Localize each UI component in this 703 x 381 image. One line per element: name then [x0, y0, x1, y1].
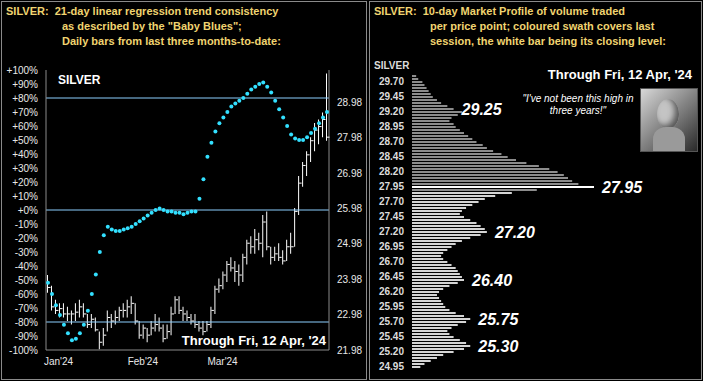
svg-text:28.45: 28.45 — [379, 151, 404, 162]
svg-text:-60%: -60% — [15, 289, 38, 300]
svg-text:27.70: 27.70 — [379, 196, 404, 207]
svg-text:25.20: 25.20 — [379, 346, 404, 357]
svg-text:29.45: 29.45 — [379, 91, 404, 102]
svg-text:26.95: 26.95 — [379, 241, 404, 252]
svg-text:-40%: -40% — [15, 261, 38, 272]
svg-text:29.25: 29.25 — [461, 101, 503, 118]
html-text:SILVER: SILVER — [374, 60, 410, 71]
svg-text:-10%: -10% — [15, 219, 38, 230]
svg-text:27.95: 27.95 — [379, 181, 404, 192]
svg-text:27.45: 27.45 — [379, 211, 404, 222]
html-text:per price point; coloured swat: per price point; coloured swath covers l… — [430, 20, 655, 32]
html-text:Through Fri, 12 Apr, '24: Through Fri, 12 Apr, '24 — [181, 333, 326, 348]
svg-text:23.98: 23.98 — [337, 274, 362, 285]
svg-text:Mar'24: Mar'24 — [207, 356, 238, 367]
html-text:as described by the "Baby Blue: as described by the "Baby Blues"; — [62, 20, 242, 32]
svg-text:25.95: 25.95 — [379, 301, 404, 312]
svg-text:22.98: 22.98 — [337, 309, 362, 320]
html-text:SILVER: 21-day linear regressi: SILVER: 21-day linear regression trend c… — [6, 5, 279, 17]
svg-text:-90%: -90% — [15, 331, 38, 342]
svg-text:27.20: 27.20 — [379, 226, 404, 237]
svg-text:+40%: +40% — [12, 149, 38, 160]
svg-text:25.98: 25.98 — [337, 203, 362, 214]
svg-text:+60%: +60% — [12, 121, 38, 132]
svg-text:+30%: +30% — [12, 163, 38, 174]
svg-text:25.30: 25.30 — [477, 338, 518, 355]
svg-text:+90%: +90% — [12, 79, 38, 90]
html-text:Through Fri, 12 Apr, '24: Through Fri, 12 Apr, '24 — [547, 67, 692, 82]
svg-text:+70%: +70% — [12, 107, 38, 118]
html-text:SILVER: 10-day Market Profile: SILVER: 10-day Market Profile of volume … — [374, 5, 625, 17]
svg-text:26.70: 26.70 — [379, 256, 404, 267]
svg-text:+80%: +80% — [12, 93, 38, 104]
svg-text:+0%: +0% — [18, 205, 38, 216]
svg-text:-80%: -80% — [15, 317, 38, 328]
svg-text:28.95: 28.95 — [379, 121, 404, 132]
svg-text:+100%: +100% — [7, 65, 39, 76]
svg-text:-20%: -20% — [15, 233, 38, 244]
svg-text:+20%: +20% — [12, 177, 38, 188]
svg-text:-50%: -50% — [15, 275, 38, 286]
svg-text:27.95: 27.95 — [601, 179, 643, 196]
svg-text:27.20: 27.20 — [494, 224, 535, 241]
svg-text:+50%: +50% — [12, 135, 38, 146]
svg-text:26.20: 26.20 — [379, 286, 404, 297]
svg-text:21.98: 21.98 — [337, 345, 362, 356]
html-text:Daily bars from last three mon: Daily bars from last three months-to-dat… — [62, 35, 281, 47]
svg-text:Feb'24: Feb'24 — [128, 356, 159, 367]
svg-text:25.75: 25.75 — [477, 311, 519, 328]
svg-text:27.98: 27.98 — [337, 132, 362, 143]
svg-text:25.70: 25.70 — [379, 316, 404, 327]
svg-text:-70%: -70% — [15, 303, 38, 314]
svg-text:25.45: 25.45 — [379, 331, 404, 342]
svg-text:28.70: 28.70 — [379, 136, 404, 147]
svg-text:28.20: 28.20 — [379, 166, 404, 177]
svg-text:24.98: 24.98 — [337, 238, 362, 249]
svg-text:29.20: 29.20 — [379, 106, 404, 117]
svg-text:Jan'24: Jan'24 — [44, 356, 74, 367]
svg-text:26.98: 26.98 — [337, 168, 362, 179]
svg-text:26.45: 26.45 — [379, 271, 404, 282]
html-text:SILVER: SILVER — [58, 73, 101, 87]
svg-text:24.95: 24.95 — [379, 361, 404, 372]
html-text:"I've not been this high in th: "I've not been this high in three years!… — [522, 93, 634, 116]
svg-text:29.70: 29.70 — [379, 76, 404, 87]
svg-text:28.98: 28.98 — [337, 97, 362, 108]
svg-text:-100%: -100% — [9, 345, 38, 356]
svg-text:26.40: 26.40 — [471, 272, 512, 289]
svg-text:-30%: -30% — [15, 247, 38, 258]
html-text:session, the white bar being i: session, the white bar being its closing… — [430, 35, 666, 47]
svg-text:+10%: +10% — [12, 191, 38, 202]
